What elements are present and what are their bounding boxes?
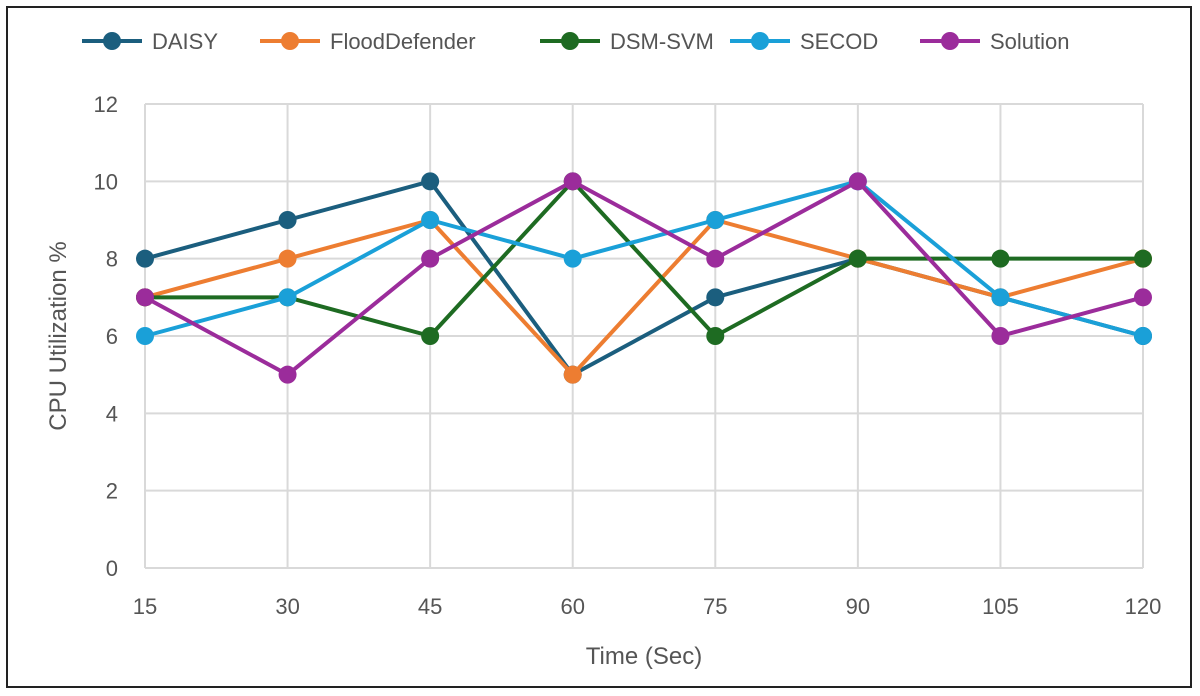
x-tick-label: 75 [703,594,727,619]
legend-item: FloodDefender [260,29,476,54]
data-point [848,249,867,268]
series-line [144,179,1144,338]
data-point [278,365,297,384]
series-layer [136,172,1152,384]
x-tick-label: 30 [275,594,299,619]
legend-label: DSM-SVM [610,29,714,54]
data-point [991,288,1010,307]
data-point [136,327,154,345]
data-point [1134,327,1152,345]
y-tick-label: 0 [106,556,118,581]
y-tick-label: 10 [94,169,118,194]
y-tick-label: 6 [106,324,118,349]
chart-border [6,6,1192,688]
data-point [563,172,582,191]
x-tick-label: 45 [418,594,442,619]
legend-label: FloodDefender [330,29,476,54]
series-line [144,179,1144,377]
legend-marker [281,32,299,50]
series-secod [136,172,1152,345]
legend-marker [751,32,769,50]
data-point [706,288,725,307]
legend-marker [941,32,959,50]
y-axis-label: CPU Utilization % [45,241,72,430]
data-point [421,172,440,191]
x-tick-label: 15 [133,594,157,619]
data-point [563,249,582,268]
legend-label: SECOD [800,29,878,54]
data-point [991,249,1010,268]
legend-label: DAISY [152,29,218,54]
data-point [421,249,440,268]
data-point [1134,249,1152,268]
data-point [278,249,297,268]
data-point [1134,288,1152,307]
data-point [278,288,297,307]
data-point [848,172,867,191]
legend-item: DSM-SVM [540,29,714,54]
legend-item: DAISY [82,29,218,54]
series-line [145,179,1143,338]
data-point [421,211,440,229]
x-tick-label: 90 [846,594,870,619]
y-tick-label: 8 [106,247,118,272]
x-axis-label: Time (Sec) [586,643,702,670]
data-point [278,211,297,229]
data-point [136,249,154,268]
data-point [136,288,154,307]
series-line [144,179,1144,377]
x-tick-label: 120 [1125,594,1162,619]
x-tick-label: 105 [982,594,1019,619]
legend-marker [561,32,579,50]
data-point [991,327,1010,345]
data-point [706,211,725,229]
series-solution [136,172,1152,384]
legend: DAISY FloodDefender DSM-SVM SECOD Solution [82,29,1070,54]
y-tick-label: 2 [106,479,118,504]
series-line [144,218,1144,377]
legend-item: SECOD [730,29,878,54]
data-point [706,327,725,345]
y-tick-label: 12 [94,92,118,117]
legend-label: Solution [990,29,1070,54]
x-tick-label: 60 [560,594,584,619]
data-point [421,327,440,345]
y-tick-label: 4 [106,401,118,426]
legend-marker [103,32,121,50]
data-point [563,365,582,384]
data-point [706,249,725,268]
legend-item: Solution [920,29,1070,54]
